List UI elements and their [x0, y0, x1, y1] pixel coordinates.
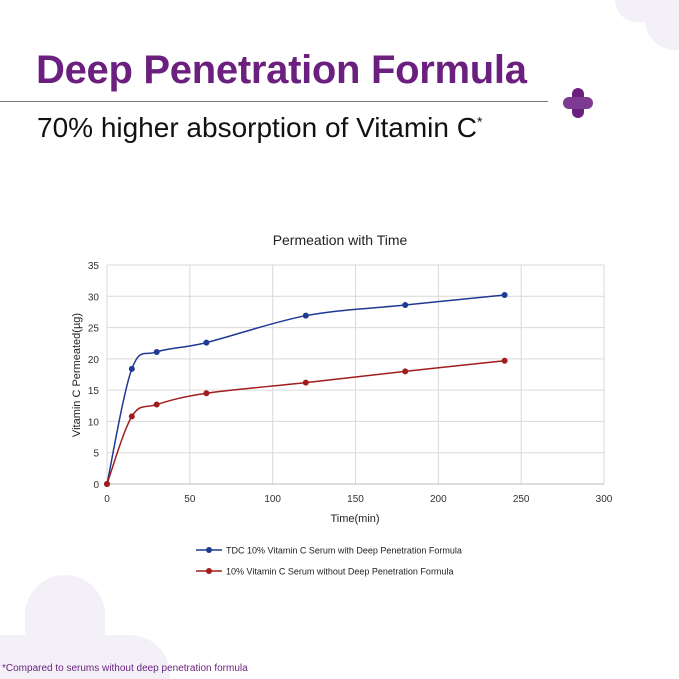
x-axis-label: Time(min) — [330, 513, 379, 525]
data-point-1 — [128, 413, 135, 420]
subtitle: 70% higher absorption of Vitamin C* — [37, 112, 482, 144]
x-tick-label: 0 — [104, 494, 110, 505]
series-line-0 — [106, 294, 505, 485]
y-tick-label: 25 — [88, 324, 100, 335]
data-point-1 — [302, 379, 309, 386]
cross-logo-icon — [563, 88, 593, 118]
data-point-0 — [128, 365, 135, 372]
subtitle-text: 70% higher absorption of Vitamin C — [37, 112, 477, 143]
asterisk: * — [476, 113, 483, 130]
legend-entry: 10% Vitamin C Serum without Deep Penetra… — [226, 567, 453, 577]
y-tick-label: 35 — [88, 261, 100, 272]
chart-title: Permeation with Time — [273, 232, 408, 248]
y-tick-label: 5 — [93, 449, 99, 460]
data-point-0 — [302, 312, 309, 319]
decorative-blob — [0, 635, 170, 679]
y-tick-label: 15 — [88, 386, 100, 397]
y-axis-label: Vitamin C Permeated(µg) — [71, 313, 83, 437]
series-line-1 — [106, 359, 505, 485]
y-tick-label: 10 — [88, 417, 100, 428]
y-tick-label: 0 — [93, 480, 99, 491]
x-tick-label: 50 — [184, 494, 196, 505]
x-tick-label: 150 — [347, 494, 364, 505]
divider — [0, 101, 548, 102]
data-point-0 — [501, 292, 508, 299]
data-point-1 — [153, 401, 160, 408]
data-point-0 — [203, 339, 210, 346]
data-point-0 — [153, 348, 160, 355]
x-tick-label: 200 — [430, 494, 447, 505]
footnote: *Compared to serums without deep penetra… — [2, 663, 248, 674]
data-point-1 — [501, 357, 508, 364]
data-point-1 — [104, 481, 110, 487]
x-tick-label: 250 — [513, 494, 530, 505]
data-point-1 — [203, 390, 210, 397]
y-tick-label: 20 — [88, 355, 100, 366]
legend-swatch-marker — [206, 547, 212, 553]
data-point-0 — [402, 302, 409, 309]
x-tick-label: 100 — [264, 494, 281, 505]
legend-entry: TDC 10% Vitamin C Serum with Deep Penetr… — [226, 546, 462, 556]
page-title: Deep Penetration Formula — [36, 48, 527, 92]
data-point-1 — [402, 368, 409, 375]
y-tick-label: 30 — [88, 292, 100, 303]
x-tick-label: 300 — [596, 494, 613, 505]
legend-swatch-marker — [206, 568, 212, 574]
